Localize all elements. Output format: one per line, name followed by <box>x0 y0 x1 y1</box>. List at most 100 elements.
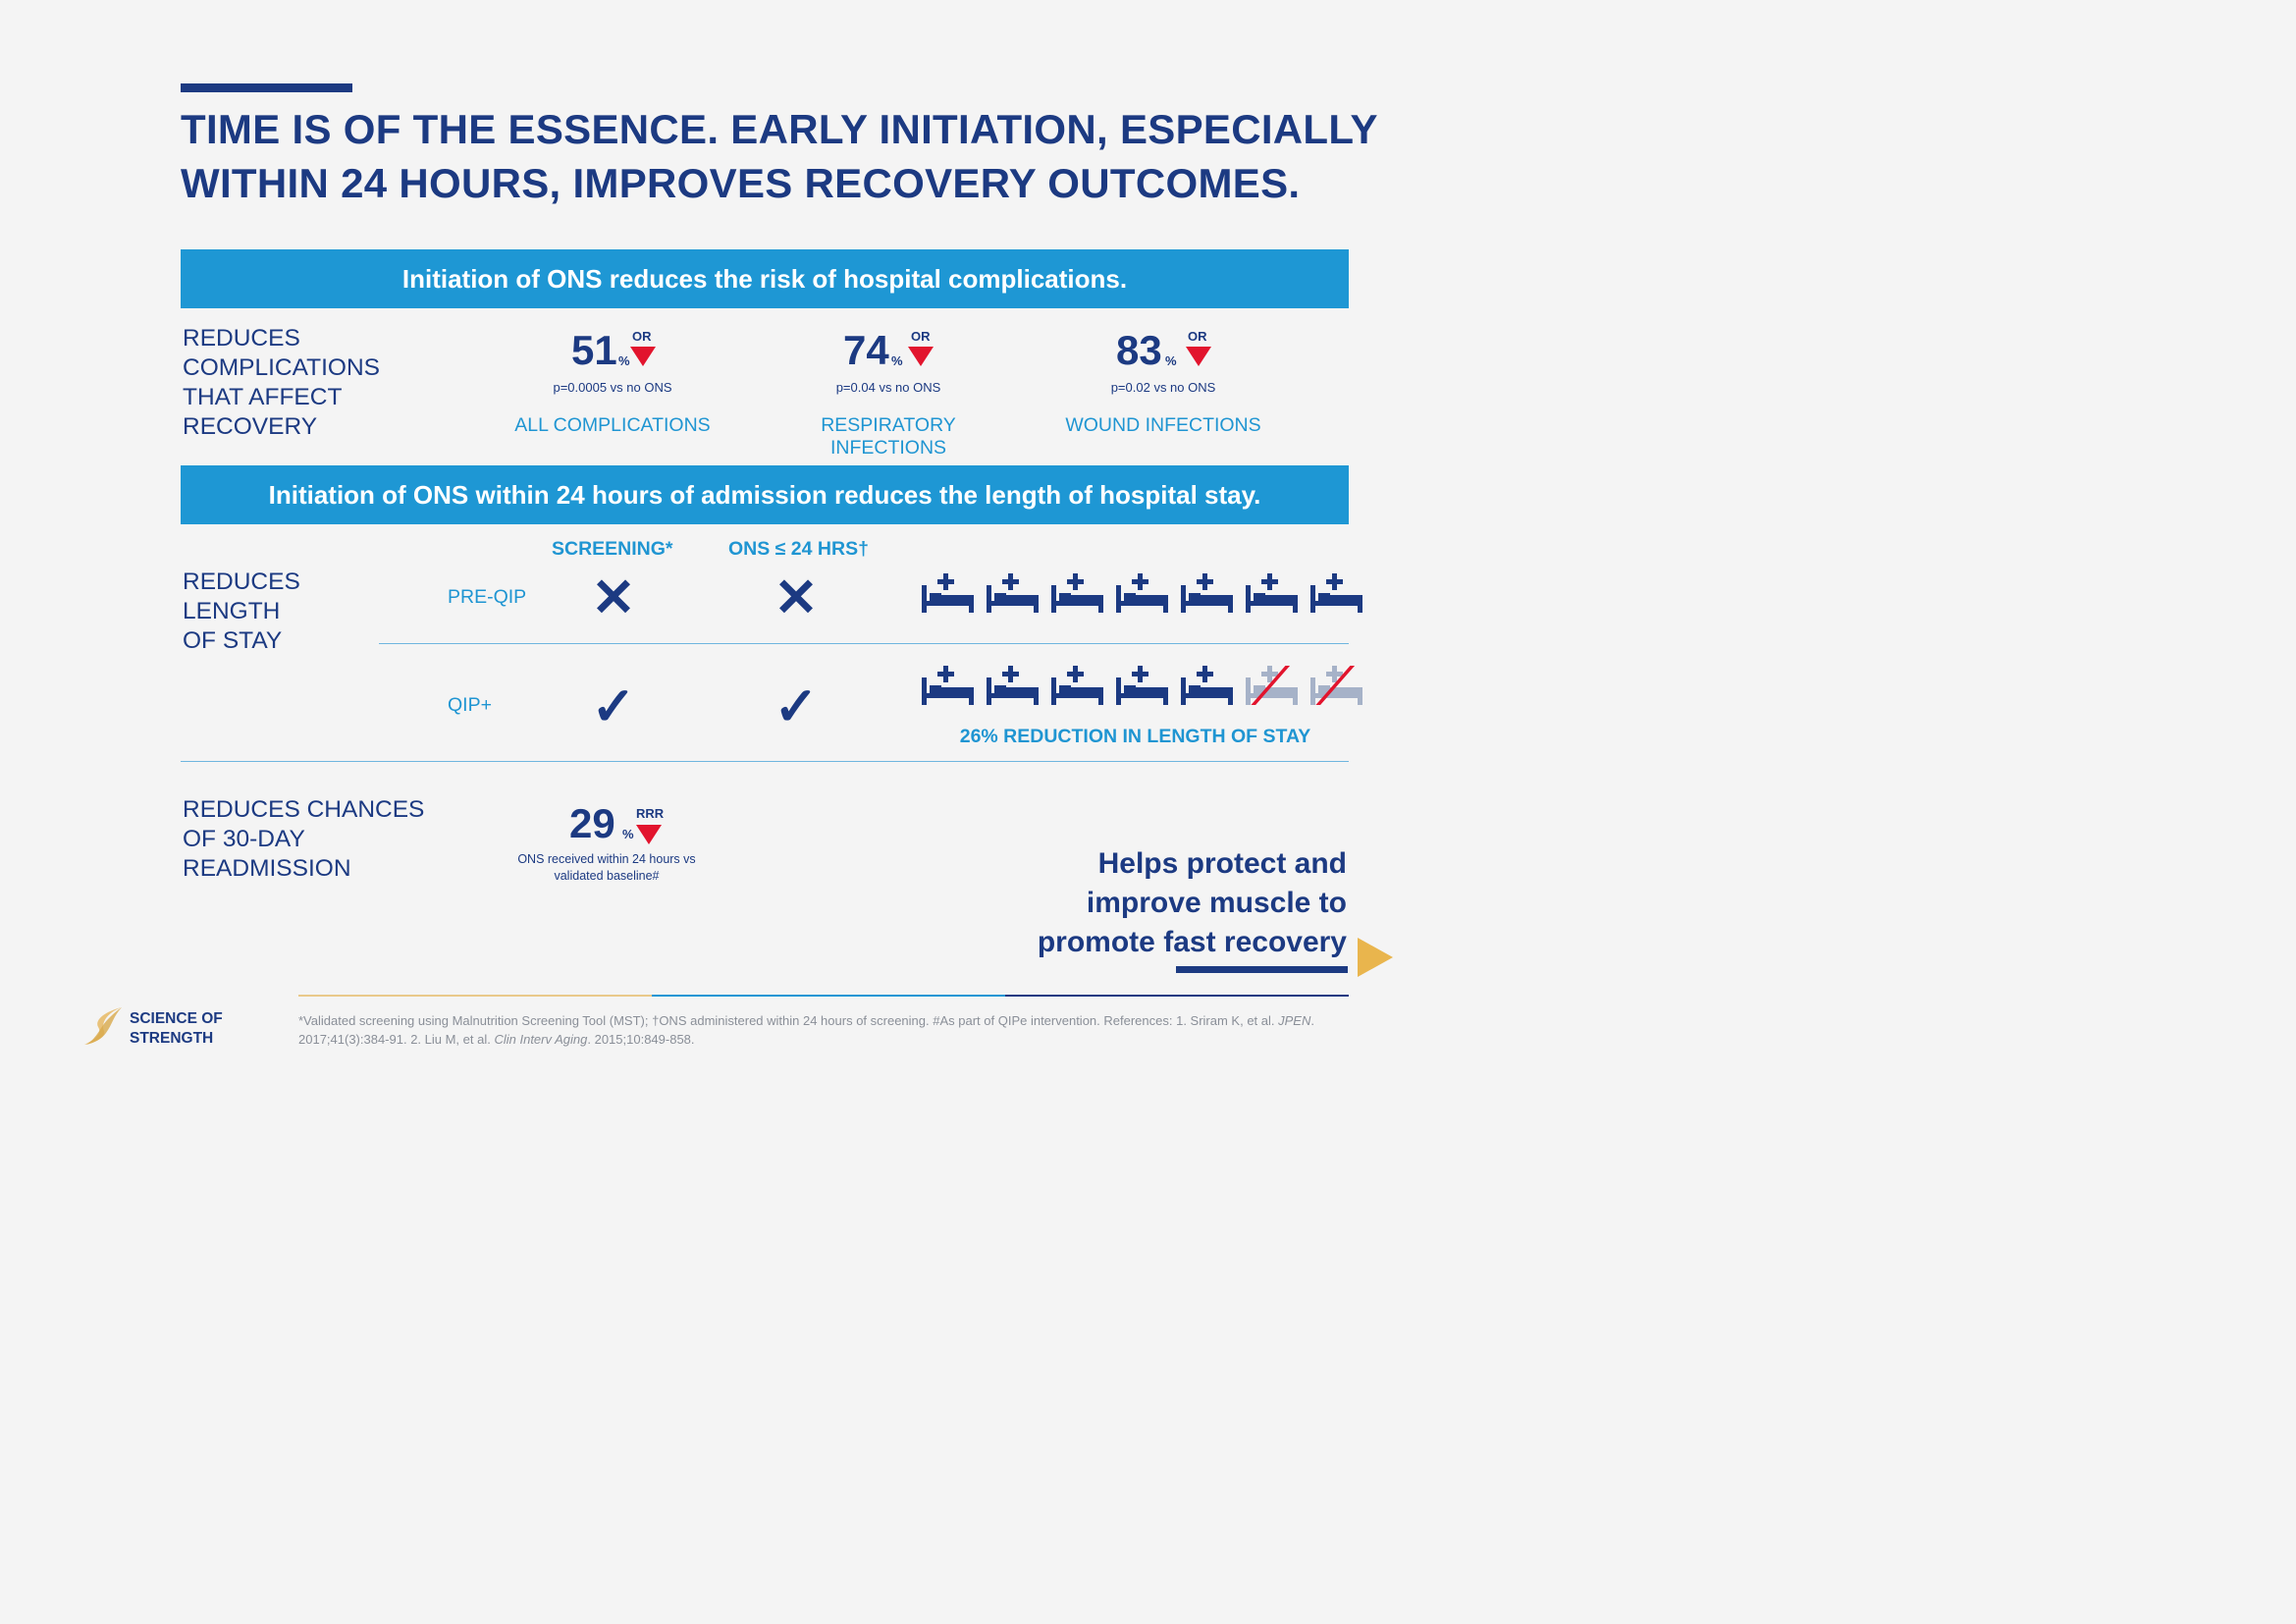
complications-row-label: REDUCES COMPLICATIONS THAT AFFECT RECOVE… <box>183 324 380 442</box>
stat-unit: % <box>1165 353 1177 368</box>
logo-wordmark: SCIENCE OF STRENGTH <box>130 1009 223 1049</box>
decrease-arrow-icon <box>1186 347 1211 366</box>
stat-note: ONS received within 24 hours vs validate… <box>491 851 722 885</box>
footnote-journal: JPEN <box>1278 1013 1311 1028</box>
stat-unit: % <box>891 353 903 368</box>
hospital-bed-icon <box>1051 573 1103 613</box>
footer-rule-navy <box>1005 995 1349 997</box>
stat-value: 29 <box>569 800 615 846</box>
stat-value: 83 <box>1116 327 1162 373</box>
length-of-stay-reduction-caption: 26% REDUCTION IN LENGTH OF STAY <box>959 726 1311 747</box>
cta-line: Helps protect and <box>1097 847 1347 880</box>
footnote-references: *Validated screening using Malnutrition … <box>298 1011 1339 1049</box>
readmission-label-line: OF 30-DAY <box>183 826 305 852</box>
hospital-bed-icon <box>1051 666 1103 705</box>
footnote-text: . 2015;10:849-858. <box>587 1032 695 1047</box>
checkmark-icon: ✓ <box>591 677 636 736</box>
readmission-row-label: REDUCES CHANCES OF 30-DAY READMISSION <box>183 795 424 884</box>
section-banner-complications-text: Initiation of ONS reduces the risk of ho… <box>401 263 1128 294</box>
hospital-beds-pre-qip <box>922 573 1362 613</box>
row-label-qip-plus: QIP+ <box>448 694 492 716</box>
science-of-strength-logo <box>84 1007 122 1045</box>
footnote-text: *Validated screening using Malnutrition … <box>298 1013 1279 1028</box>
readmission-label-line: REDUCES CHANCES <box>183 796 425 823</box>
row-divider <box>379 643 1349 644</box>
stat-note-line: validated baseline# <box>554 869 660 883</box>
page-title-line-2: WITHIN 24 HOURS, IMPROVES RECOVERY OUTCO… <box>181 160 1301 206</box>
column-header-screening: SCREENING* <box>552 538 673 560</box>
footer-rule-blue <box>652 995 1005 997</box>
hospital-bed-icon <box>1116 666 1168 705</box>
complications-label-line: THAT AFFECT <box>183 384 343 410</box>
hospital-bed-icon <box>1246 573 1298 613</box>
stat-p-value: p=0.02 vs no ONS <box>1110 380 1216 395</box>
stat-p-value: p=0.0005 vs no ONS <box>553 380 672 395</box>
stat-measure: OR <box>632 329 652 344</box>
hospital-bed-icon <box>922 666 974 705</box>
page-title-line-1: TIME IS OF THE ESSENCE. EARLY INITIATION… <box>181 106 1378 152</box>
stat-note-line: ONS received within 24 hours vs <box>517 852 696 866</box>
complications-label-line: COMPLICATIONS <box>183 354 381 381</box>
cta-line: improve muscle to <box>1086 887 1347 919</box>
decrease-arrow-icon <box>636 825 662 844</box>
hospital-bed-icon <box>1181 573 1233 613</box>
removed-bed-day-icon <box>1246 666 1298 705</box>
length-of-stay-label-line: OF STAY <box>183 627 283 654</box>
stat-value-group: 74 % OR <box>761 327 1016 378</box>
footer-rule-gold <box>298 995 652 997</box>
section-banner-length-of-stay-text: Initiation of ONS within 24 hours of adm… <box>268 479 1261 510</box>
cta-line: promote fast recovery <box>1038 923 1347 962</box>
complications-label-line: REDUCES <box>183 325 300 352</box>
call-to-action: Helps protect and improve muscle to prom… <box>1038 844 1347 962</box>
stat-unit: % <box>622 827 634 841</box>
readmission-label-line: READMISSION <box>183 855 351 882</box>
stat-value: 51 <box>571 327 617 373</box>
cta-underline <box>1176 966 1348 973</box>
section-banner-length-of-stay: Initiation of ONS within 24 hours of adm… <box>181 465 1349 524</box>
stat-readmission: 29 % RRR ONS received within 24 hours vs… <box>491 800 722 885</box>
stat-measure: OR <box>911 329 931 344</box>
logo-line: STRENGTH <box>130 1030 214 1047</box>
column-header-ons-24hrs: ONS ≤ 24 HRS† <box>728 538 869 560</box>
footnote-journal: Clin Interv Aging <box>494 1032 588 1047</box>
complications-label-line: RECOVERY <box>183 413 318 440</box>
stat-unit: % <box>618 353 630 368</box>
stat-value-group: 83 % OR <box>1036 327 1291 378</box>
cta-text: promote <box>1037 926 1164 958</box>
decrease-arrow-icon <box>908 347 934 366</box>
length-of-stay-row-label: REDUCES LENGTH OF STAY <box>183 568 300 656</box>
stat-value: 74 <box>843 327 889 373</box>
hospital-beds-qip-plus <box>922 666 1362 705</box>
play-arrow-icon <box>1358 938 1393 977</box>
footnote-text: . 2017;41(3):384-91. 2. Liu M, et al. <box>298 1013 1314 1047</box>
cross-icon: ✕ <box>774 568 819 627</box>
row-label-pre-qip: PRE-QIP <box>448 586 527 608</box>
cta-emphasis: fast <box>1163 926 1216 958</box>
logo-line: SCIENCE OF <box>130 1010 223 1027</box>
stat-category: WOUND INFECTIONS <box>1065 414 1261 436</box>
hospital-bed-icon <box>987 573 1039 613</box>
stat-respiratory-infections: 74 % OR p=0.04 vs no ONS RESPIRATORY INF… <box>761 327 1016 460</box>
length-of-stay-label-line: LENGTH <box>183 598 281 624</box>
stat-wound-infections: 83 % OR p=0.02 vs no ONS WOUND INFECTION… <box>1036 327 1291 437</box>
checkmark-icon: ✓ <box>774 677 819 736</box>
stat-category: ALL COMPLICATIONS <box>514 414 711 436</box>
stat-value-group: 51 % OR <box>485 327 740 378</box>
stat-measure: OR <box>1188 329 1207 344</box>
hospital-bed-icon <box>922 573 974 613</box>
stat-category: RESPIRATORY INFECTIONS <box>821 414 956 459</box>
section-banner-complications: Initiation of ONS reduces the risk of ho… <box>181 249 1349 308</box>
hospital-bed-icon <box>987 666 1039 705</box>
header-accent-bar <box>181 83 352 92</box>
page-title: TIME IS OF THE ESSENCE. EARLY INITIATION… <box>181 102 1408 210</box>
cross-icon: ✕ <box>591 568 636 627</box>
stat-measure: RRR <box>636 806 665 821</box>
hospital-bed-icon <box>1181 666 1233 705</box>
removed-bed-day-icon <box>1310 666 1362 705</box>
hospital-bed-icon <box>1116 573 1168 613</box>
stat-value-group: 29 % RRR <box>491 800 722 851</box>
cta-text: recovery <box>1215 926 1347 958</box>
hospital-bed-icon <box>1310 573 1362 613</box>
section-divider <box>181 761 1349 762</box>
stat-p-value: p=0.04 vs no ONS <box>835 380 941 395</box>
